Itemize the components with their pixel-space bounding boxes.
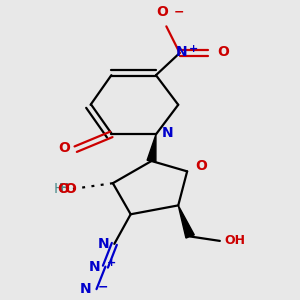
- Text: −: −: [174, 5, 184, 18]
- Text: N: N: [176, 45, 187, 59]
- Text: N: N: [98, 237, 109, 251]
- Text: O: O: [58, 141, 70, 155]
- Text: O: O: [64, 182, 76, 196]
- Text: N: N: [80, 282, 91, 296]
- Text: O: O: [156, 5, 168, 19]
- Text: H: H: [59, 182, 70, 195]
- Text: H: H: [53, 182, 64, 196]
- Polygon shape: [178, 206, 194, 238]
- Text: O: O: [217, 45, 229, 59]
- Text: −: −: [98, 280, 109, 293]
- Polygon shape: [147, 134, 156, 162]
- Text: N: N: [161, 126, 173, 140]
- Text: O: O: [196, 159, 207, 173]
- Text: O: O: [57, 182, 69, 196]
- Text: OH: OH: [224, 234, 245, 247]
- Text: +: +: [189, 44, 198, 54]
- Text: N: N: [88, 260, 100, 274]
- Text: +: +: [107, 258, 116, 268]
